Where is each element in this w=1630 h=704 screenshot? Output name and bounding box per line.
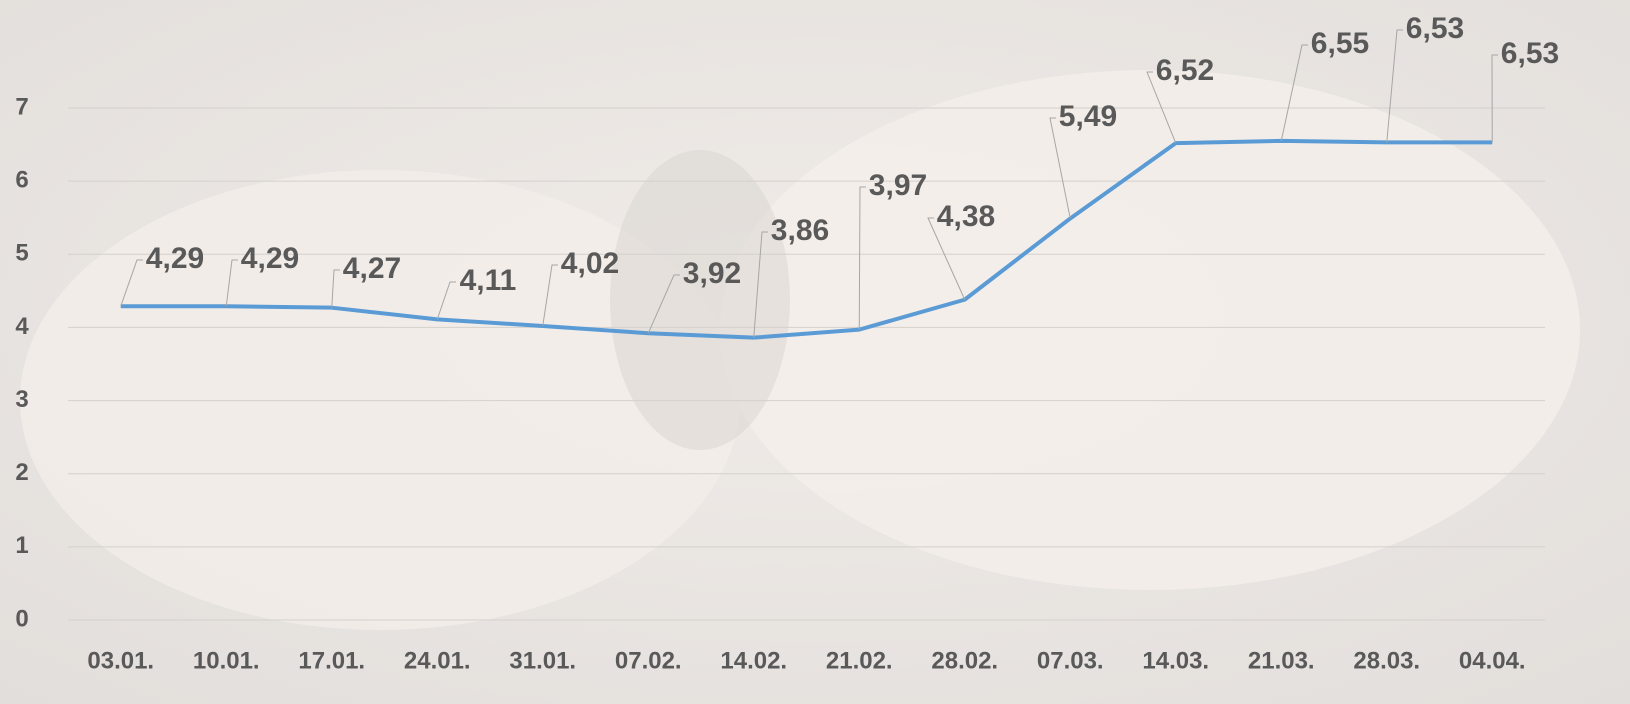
data-label: 3,92 [683,257,741,290]
x-tick-label: 24.01. [404,647,471,674]
x-tick-label: 17.01. [298,647,365,674]
data-label: 4,38 [937,200,995,233]
y-tick-label: 6 [15,166,28,193]
data-label: 6,53 [1501,37,1559,70]
chart: 0 1 2 3 4 5 6 7 03.01. 10.01. 17.01. 24.01. 31.01. 07… [0,0,1630,704]
data-label: 4,11 [460,264,517,297]
data-label: 6,53 [1406,12,1464,45]
x-tick-label: 10.01. [193,647,260,674]
data-label: 4,27 [343,252,401,285]
x-tick-label: 07.02. [615,647,682,674]
x-tick-label: 04.04. [1459,647,1526,674]
x-tick-label: 03.01. [87,647,154,674]
y-tick-label: 3 [15,386,28,413]
x-tick-label: 31.01. [509,647,576,674]
y-tick-label: 5 [15,240,28,267]
y-tick-label: 1 [15,532,28,559]
x-tick-label: 07.03. [1037,647,1104,674]
data-label: 5,49 [1059,100,1117,133]
x-tick-label: 14.02. [720,647,787,674]
background-shape [610,150,790,450]
data-label: 4,29 [241,242,299,275]
x-tick-label: 14.03. [1142,647,1209,674]
y-tick-label: 7 [15,93,28,120]
x-tick-label: 28.02. [931,647,998,674]
y-tick-label: 0 [15,605,28,632]
y-tick-label: 4 [15,313,29,340]
x-tick-label: 21.02. [826,647,893,674]
data-label: 6,55 [1311,27,1369,60]
page: 0 1 2 3 4 5 6 7 03.01. 10.01. 17.01. 24.01. 31.01. 07… [0,0,1630,704]
data-label: 3,97 [869,169,927,202]
data-label: 6,52 [1156,54,1214,87]
data-label: 4,29 [146,242,204,275]
x-tick-label: 28.03. [1353,647,1420,674]
data-label: 3,86 [771,214,829,247]
x-tick-label: 21.03. [1248,647,1315,674]
data-label: 4,02 [561,247,619,280]
y-tick-label: 2 [15,459,28,486]
